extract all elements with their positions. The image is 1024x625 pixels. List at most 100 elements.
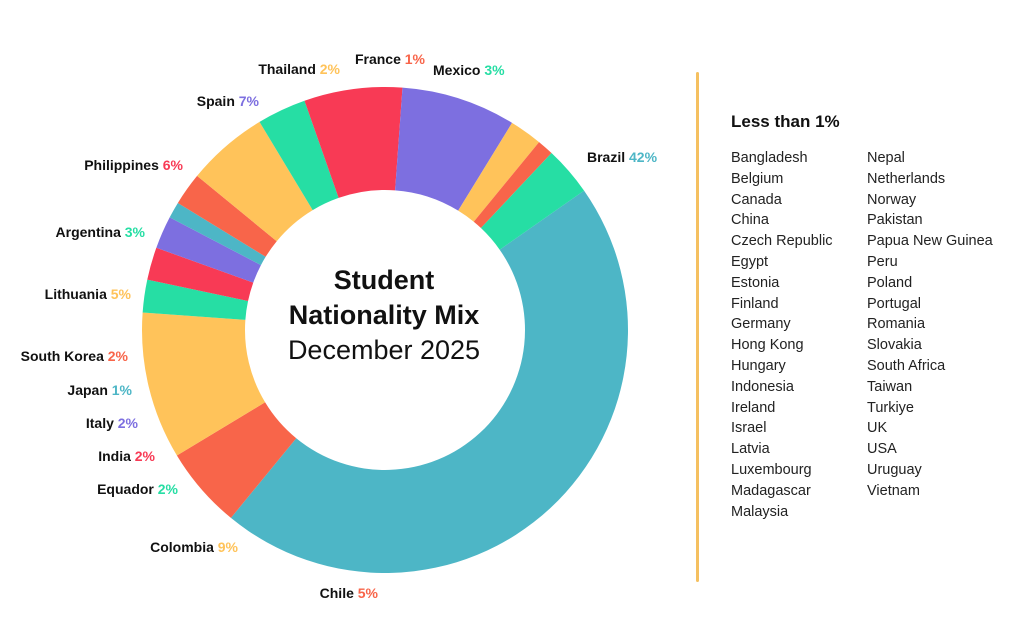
chart-title: Student [334,265,435,295]
slice-country-name: Mexico [433,62,484,78]
legend-country-item: Norway [867,191,917,208]
donut-slices [141,86,629,573]
slice-france [473,142,552,229]
slice-philippines [304,86,403,198]
legend-country-item: Finland [731,295,779,312]
legend-country-item: Taiwan [867,378,913,395]
legend-country-item: Vietnam [867,482,920,499]
legend-country-item: Romania [867,316,926,333]
legend-country-item: Hungary [731,357,786,374]
legend-country-item: Pakistan [867,212,923,229]
slice-country-name: Italy [86,415,118,431]
slice-country-name: Philippines [84,157,163,173]
slice-label-philippines: Philippines 6% [84,157,183,173]
slice-india [147,247,254,301]
slice-chile [176,402,297,518]
slice-percentage: 2% [135,448,156,464]
legend-country-item: Malaysia [731,503,789,520]
legend-title: Less than 1% [731,112,840,131]
legend-country-item: Peru [867,253,898,270]
legend-column-1: Bangladesh Belgium Canada China Czech Republ… [731,148,833,522]
donut-chart: Brazil 42%Chile 5%Colombia 9%Equador 2%I… [21,51,658,601]
legend-country-item: Belgium [731,170,784,187]
legend-country-item: UK [867,420,888,437]
slice-colombia [141,312,266,456]
slice-percentage: 2% [108,348,129,364]
slice-country-name: India [98,448,135,464]
legend-country-item: Slovakia [867,337,922,354]
slice-label-brazil: Brazil 42% [587,149,658,165]
slice-percentage: 7% [239,93,260,109]
legend-country-item: Ireland [731,399,776,416]
slice-label-thailand: Thailand 2% [258,61,340,77]
slice-percentage: 42% [629,149,658,165]
slice-percentage: 6% [163,157,184,173]
legend-column-2: Nepal Netherlands Norway Pakistan Papua New … [867,148,993,502]
legend-country-item: Luxembourg [731,461,812,478]
slice-equador [142,279,249,320]
chart-subtitle: December 2025 [288,335,480,365]
chart-title-line-2: Nationality Mix [289,300,480,330]
slice-percentage: 3% [484,62,505,78]
legend-country-item: Latvia [731,441,770,458]
slice-mexico [480,153,585,250]
slice-label-india: India 2% [98,448,155,464]
slice-percentage: 2% [118,415,139,431]
slice-percentage: 5% [358,585,379,601]
legend-country-item: Nepal [867,150,905,166]
slice-country-name: Argentina [56,224,125,240]
legend-country-item: Madagascar [731,482,811,499]
legend-country-item: Bangladesh [731,150,808,166]
slice-percentage: 3% [125,224,146,240]
slice-label-mexico: Mexico 3% [433,62,505,78]
slice-label-colombia: Colombia 9% [150,539,238,555]
legend-country-item: Poland [867,274,913,291]
slice-labels: Brazil 42%Chile 5%Colombia 9%Equador 2%I… [21,51,658,601]
slice-country-name: South Korea [21,348,108,364]
slice-percentage: 1% [112,382,133,398]
legend-country-item: Estonia [731,274,780,291]
legend-country-item: Netherlands [867,170,946,187]
slice-country-name: Brazil [587,149,629,165]
slice-country-name: Spain [197,93,239,109]
legend-country-item: Indonesia [731,378,794,395]
slice-thailand [458,122,540,222]
legend-country-item: Hong Kong [731,337,804,354]
slice-label-south-korea: South Korea 2% [21,348,129,364]
legend-country-item: Czech Republic [731,233,833,250]
slice-label-chile: Chile 5% [320,585,379,601]
legend-country-item: Canada [731,191,782,208]
slice-country-name: Thailand [258,61,319,77]
legend-country-item: Turkiye [867,399,914,416]
slice-country-name: Lithuania [45,286,111,302]
slice-south-korea [177,175,277,257]
legend-country-item: USA [867,441,897,458]
slice-label-argentina: Argentina 3% [56,224,146,240]
slice-label-lithuania: Lithuania 5% [45,286,132,302]
slice-country-name: Colombia [150,539,218,555]
slice-brazil [230,190,629,573]
slice-argentina [259,100,339,211]
legend-divider [696,72,699,582]
legend-country-item: China [731,212,769,229]
slice-spain [395,87,513,211]
legend-country-item: Papua New Guinea [867,233,993,250]
legend-country-item: South Africa [867,357,946,374]
slice-label-france: France 1% [355,51,426,67]
slice-percentage: 5% [111,286,132,302]
slice-italy [156,217,261,283]
slice-country-name: Equador [97,481,158,497]
slice-percentage: 1% [405,51,426,67]
slice-label-italy: Italy 2% [86,415,139,431]
slice-label-spain: Spain 7% [197,93,260,109]
legend-country-item: Egypt [731,253,769,270]
slice-country-name: Chile [320,585,358,601]
slice-country-name: Japan [67,382,111,398]
slice-country-name: France [355,51,405,67]
slice-label-equador: Equador 2% [97,481,178,497]
slice-lithuania [197,121,313,242]
legend-country-item: Germany [731,316,791,333]
legend-country-item: Israel [731,420,767,437]
slice-percentage: 2% [158,481,179,497]
legend-country-item: Portugal [867,295,922,312]
